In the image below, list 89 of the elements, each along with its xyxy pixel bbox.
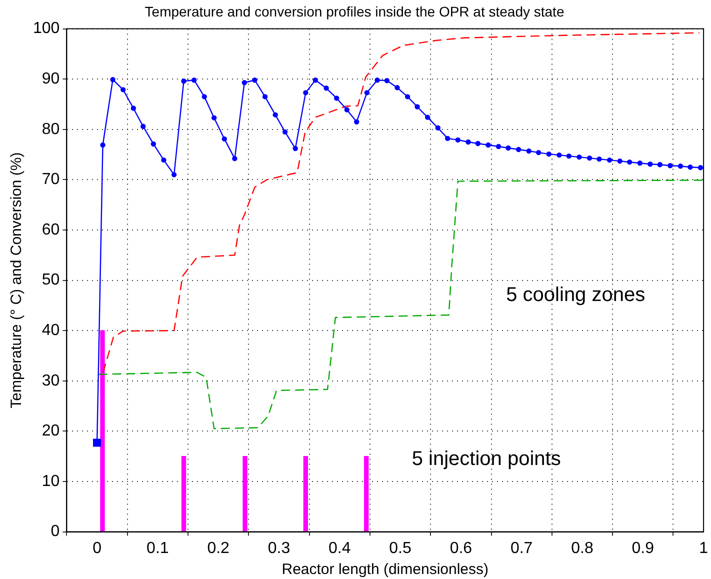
point	[668, 163, 673, 168]
x-tick-label: 0.4	[328, 540, 351, 557]
y-tick-label: 60	[42, 221, 60, 238]
annotation: 5 injection points	[412, 448, 561, 470]
point	[252, 78, 258, 83]
point	[181, 78, 186, 84]
point	[394, 85, 400, 90]
x-tick-label: 0.3	[268, 540, 290, 557]
x-axis-title: Reactor length (dimensionless)	[282, 561, 489, 578]
y-tick-label: 100	[32, 20, 60, 38]
point	[171, 172, 177, 178]
point	[496, 144, 502, 150]
x-tick-label: 0.1	[146, 540, 169, 557]
point	[100, 142, 106, 148]
point	[526, 148, 532, 154]
x-tick-label: 0.9	[632, 540, 654, 557]
point	[404, 94, 410, 100]
x-tick-label: 0.5	[389, 540, 412, 557]
chart-title: Temperature and conversion profiles inside the OPR at steady state	[144, 3, 564, 20]
point	[596, 156, 602, 162]
point	[222, 136, 227, 142]
y-tick-label: 80	[42, 120, 60, 138]
point	[374, 78, 380, 83]
x-tick-label: 0.8	[571, 540, 594, 557]
point	[262, 94, 268, 100]
x-tick-label: 0.2	[207, 540, 230, 557]
point	[334, 96, 340, 101]
point	[435, 125, 440, 130]
point	[211, 115, 217, 120]
line-series	[102, 32, 700, 373]
point	[282, 129, 288, 135]
point	[546, 151, 552, 157]
point	[344, 107, 350, 112]
y-tick-label: 10	[42, 472, 60, 490]
point	[303, 90, 308, 96]
point	[566, 153, 572, 159]
point	[648, 162, 653, 167]
point	[576, 154, 582, 160]
x-tick-label: 0.6	[450, 540, 472, 557]
point	[556, 152, 562, 158]
point	[698, 165, 704, 170]
point	[312, 78, 318, 83]
point	[161, 157, 166, 163]
point	[414, 104, 420, 110]
x-tick-label: 0.7	[510, 540, 533, 557]
point	[130, 106, 136, 111]
point	[272, 112, 278, 118]
point	[110, 77, 116, 82]
point	[455, 137, 461, 143]
point	[516, 146, 522, 152]
point	[324, 86, 329, 91]
y-tick-label: 40	[42, 322, 60, 340]
point	[536, 150, 542, 156]
y-tick-label: 90	[42, 70, 60, 88]
point	[140, 124, 146, 129]
point	[242, 80, 248, 86]
point	[292, 146, 298, 152]
point	[617, 158, 622, 164]
y-tick-label: 20	[42, 422, 60, 440]
y-tick-label: 70	[42, 171, 60, 188]
point	[657, 162, 662, 168]
y-tick-label: 50	[42, 272, 60, 289]
point	[586, 155, 592, 161]
point	[232, 156, 238, 162]
point	[444, 136, 450, 142]
point	[364, 90, 370, 96]
point	[466, 139, 471, 145]
point	[354, 119, 360, 124]
point	[626, 159, 632, 165]
y-tick-label: 30	[42, 372, 60, 390]
y-tick-label: 0	[50, 523, 60, 540]
line-series	[98, 180, 704, 430]
point	[150, 141, 156, 147]
point	[688, 164, 693, 170]
point	[202, 94, 207, 100]
point	[606, 157, 612, 163]
point	[637, 160, 642, 166]
point	[486, 142, 491, 148]
point	[506, 145, 511, 151]
x-tick-label: 0	[92, 540, 102, 557]
annotation: 5 cooling zones	[506, 284, 646, 306]
point	[424, 114, 430, 120]
point	[678, 164, 684, 169]
x-tick-label: 1	[699, 540, 708, 557]
point	[384, 78, 390, 84]
point	[120, 87, 126, 92]
point	[475, 140, 481, 146]
y-axis-title: Temperature (° C) and Conversion (%)	[8, 152, 26, 408]
point	[191, 78, 197, 83]
